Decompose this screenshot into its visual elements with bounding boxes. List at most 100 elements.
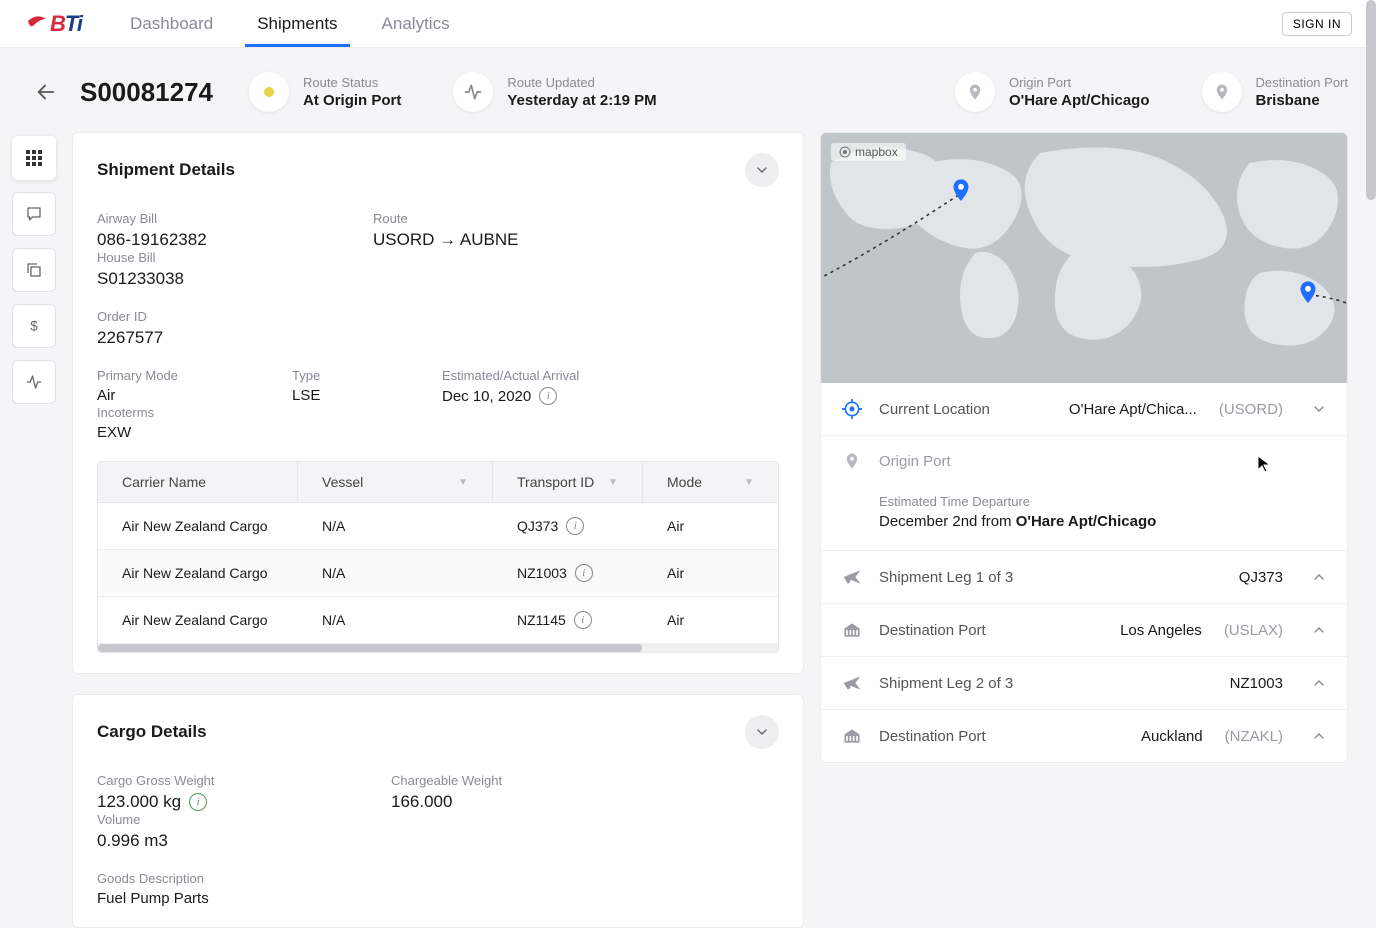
target-icon [841,399,863,419]
th-carrier[interactable]: Carrier Name [98,462,298,502]
left-column: Shipment Details Airway Bill 086-1916238… [72,132,804,928]
chevron-down-icon [754,162,770,178]
chevron-up-icon[interactable] [1311,569,1327,585]
world-map-icon [821,133,1347,383]
stat-value: Brisbane [1256,92,1349,109]
field-primary-mode: Primary Mode Air [97,368,292,405]
tool-grid[interactable] [12,136,56,180]
info-icon[interactable]: i [539,387,557,405]
info-icon[interactable]: i [189,793,207,811]
activity-icon [25,373,43,391]
svg-text:$: $ [30,319,38,334]
field-house-bill: House Bill S01233038 [97,250,247,289]
status-dot-icon [249,72,289,112]
map-attribution: mapbox [831,143,906,161]
route-current-location[interactable]: Current Location O'Hare Apt/Chica... (US… [821,383,1347,436]
th-transport-id[interactable]: Transport ID▼ [493,462,643,502]
stat-value: Yesterday at 2:19 PM [507,92,656,109]
route-port-1[interactable]: Destination Port Los Angeles (USLAX) [821,604,1347,657]
tool-activity[interactable] [12,360,56,404]
cargo-details-card: Cargo Details Cargo Gross Weight 123.000… [72,694,804,928]
stat-origin-port: Origin Port O'Hare Apt/Chicago [955,72,1150,112]
nav-shipments[interactable]: Shipments [257,2,337,46]
chevron-up-icon[interactable] [1311,675,1327,691]
logo[interactable]: BTi [24,11,82,37]
table-row[interactable]: Air New Zealand Cargo N/A QJ373i Air [98,503,778,550]
info-icon[interactable]: i [574,611,592,629]
th-mode[interactable]: Mode▼ [643,462,778,502]
stat-label: Origin Port [1009,75,1150,90]
table-row[interactable]: Air New Zealand Cargo N/A NZ1003i Air [98,550,778,597]
route-port-2[interactable]: Destination Port Auckland (NZAKL) [821,710,1347,762]
route-leg-1[interactable]: Shipment Leg 1 of 3 QJ373 [821,551,1347,604]
stat-value: At Origin Port [303,92,401,109]
stat-route-status: Route Status At Origin Port [249,72,401,112]
field-volume: Volume 0.996 m3 [97,812,247,851]
chevron-up-icon[interactable] [1311,728,1327,744]
page-header: S00081274 Route Status At Origin Port Ro… [0,48,1376,132]
grid-icon [25,149,43,167]
field-airway-bill: Airway Bill 086-19162382 [97,211,373,250]
info-icon[interactable]: i [575,564,593,582]
info-icon[interactable]: i [566,517,584,535]
pin-icon [1202,72,1242,112]
table-row[interactable]: Air New Zealand Cargo N/A NZ1145i Air [98,597,778,644]
port-icon [841,620,863,640]
back-button[interactable] [28,74,64,110]
pin-icon [955,72,995,112]
tool-copy[interactable] [12,248,56,292]
field-type: Type LSE [292,368,442,405]
map-pin-origin[interactable] [951,179,971,203]
plane-icon [841,567,863,587]
page-scrollbar[interactable] [1366,0,1376,200]
card-title: Shipment Details [97,160,235,180]
field-chargeable-weight: Chargeable Weight 166.000 [391,773,679,812]
top-bar: BTi Dashboard Shipments Analytics SIGN I… [0,0,1376,48]
tool-comment[interactable] [12,192,56,236]
sign-in-button[interactable]: SIGN IN [1282,12,1352,36]
top-nav: Dashboard Shipments Analytics [130,2,450,46]
field-order-id: Order ID 2267577 [97,309,247,348]
field-goods-description: Goods Description Fuel Pump Parts [97,871,247,907]
arrow-left-icon [35,81,57,103]
th-vessel[interactable]: Vessel▼ [298,462,493,502]
main-content: $ Shipment Details Airway Bill 086-19162… [0,132,1376,928]
field-gross-weight: Cargo Gross Weight 123.000 kgi [97,773,391,812]
collapse-button[interactable] [745,715,779,749]
field-route: Route USORD → AUBNE [373,211,666,250]
tool-cost[interactable]: $ [12,304,56,348]
collapse-button[interactable] [745,153,779,187]
side-tools: $ [12,132,56,404]
table-scrollbar[interactable] [98,644,778,652]
stat-destination-port: Destination Port Brisbane [1202,72,1349,112]
stat-route-updated: Route Updated Yesterday at 2:19 PM [453,72,656,112]
route-leg-2[interactable]: Shipment Leg 2 of 3 NZ1003 [821,657,1347,710]
field-incoterms: Incoterms EXW [97,405,247,441]
stat-label: Route Updated [507,75,656,90]
chat-icon [25,205,43,223]
dollar-icon: $ [25,317,43,335]
logo-swoosh-icon [24,11,50,37]
map-pin-destination[interactable] [1298,281,1318,305]
card-title: Cargo Details [97,722,207,742]
shipment-details-card: Shipment Details Airway Bill 086-1916238… [72,132,804,674]
port-icon [841,726,863,746]
pin-icon [841,452,863,470]
copy-icon [25,261,43,279]
logo-text: BTi [50,11,82,37]
table-header: Carrier Name Vessel▼ Transport ID▼ Mode▼ [98,462,778,503]
route-map[interactable]: mapbox [821,133,1347,383]
shipment-id: S00081274 [80,77,213,108]
stat-value: O'Hare Apt/Chicago [1009,92,1150,109]
field-eta: Estimated/Actual Arrival Dec 10, 2020i [442,368,700,405]
right-column: mapbox Current Location O'Hare Apt/Chica… [820,132,1348,763]
stat-label: Route Status [303,75,401,90]
chevron-up-icon[interactable] [1311,622,1327,638]
stat-label: Destination Port [1256,75,1349,90]
nav-analytics[interactable]: Analytics [382,2,450,46]
chevron-down-icon[interactable] [1311,401,1327,417]
nav-dashboard[interactable]: Dashboard [130,2,213,46]
carriers-table: Carrier Name Vessel▼ Transport ID▼ Mode▼… [97,461,779,653]
route-etd: Estimated Time Departure December 2nd fr… [821,486,1347,551]
chevron-down-icon [754,724,770,740]
